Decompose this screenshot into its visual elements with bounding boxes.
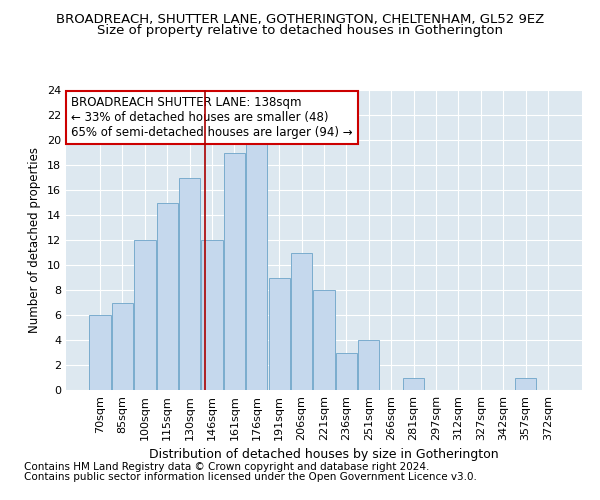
Text: Contains public sector information licensed under the Open Government Licence v3: Contains public sector information licen… (24, 472, 477, 482)
Bar (134, 240, 155, 390)
Bar (403, 378, 424, 390)
Bar (515, 378, 536, 390)
Y-axis label: Number of detached properties: Number of detached properties (28, 147, 41, 333)
Bar (202, 240, 223, 390)
Bar (224, 152, 245, 390)
Bar (269, 278, 290, 390)
Text: BROADREACH, SHUTTER LANE, GOTHERINGTON, CHELTENHAM, GL52 9EZ: BROADREACH, SHUTTER LANE, GOTHERINGTON, … (56, 12, 544, 26)
Bar (179, 178, 200, 390)
Bar (336, 352, 357, 390)
Text: BROADREACH SHUTTER LANE: 138sqm
← 33% of detached houses are smaller (48)
65% of: BROADREACH SHUTTER LANE: 138sqm ← 33% of… (71, 96, 353, 139)
Bar (89, 315, 111, 390)
Text: Size of property relative to detached houses in Gotherington: Size of property relative to detached ho… (97, 24, 503, 37)
Bar (112, 302, 133, 390)
Bar (157, 202, 178, 390)
Bar (358, 340, 379, 390)
Bar (313, 290, 335, 390)
Text: Contains HM Land Registry data © Crown copyright and database right 2024.: Contains HM Land Registry data © Crown c… (24, 462, 430, 472)
Bar (246, 140, 268, 390)
X-axis label: Distribution of detached houses by size in Gotherington: Distribution of detached houses by size … (149, 448, 499, 462)
Bar (291, 252, 312, 390)
